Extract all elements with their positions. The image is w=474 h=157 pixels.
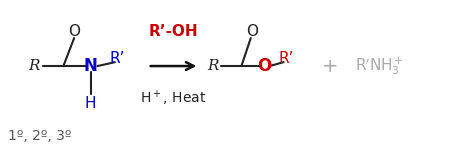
Text: N: N (83, 57, 98, 75)
Text: H$^+$, Heat: H$^+$, Heat (140, 89, 207, 108)
Text: R$'$NH$_3^+$: R$'$NH$_3^+$ (356, 55, 404, 77)
Text: R’: R’ (109, 51, 125, 66)
Text: R: R (28, 59, 40, 73)
Text: O: O (257, 57, 271, 75)
Text: R’-OH: R’-OH (149, 24, 198, 39)
Text: R: R (208, 59, 219, 73)
Text: H: H (85, 96, 96, 111)
Text: +: + (322, 57, 338, 76)
Text: 1º, 2º, 3º: 1º, 2º, 3º (8, 129, 72, 143)
Text: O: O (246, 24, 258, 39)
Text: R’: R’ (278, 51, 294, 66)
Text: O: O (68, 24, 80, 39)
